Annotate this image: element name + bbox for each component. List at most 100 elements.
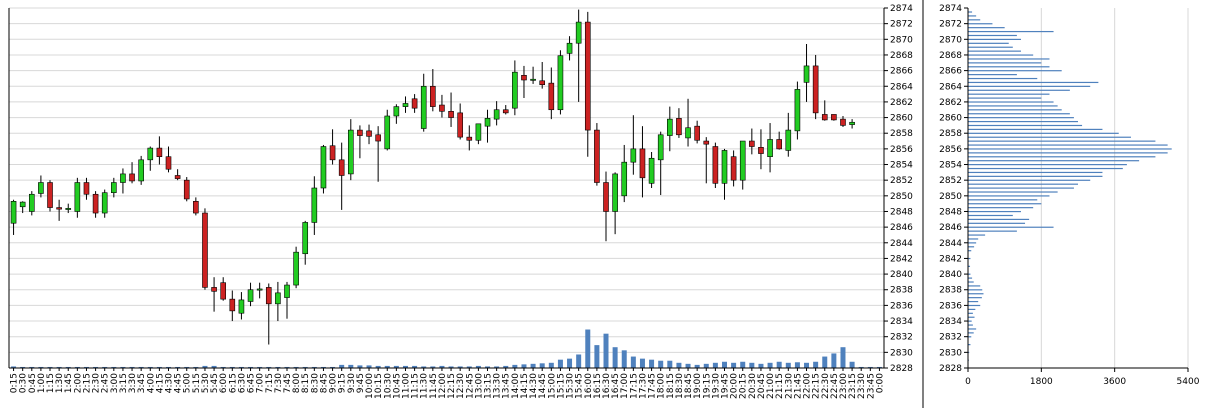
- volume-bar: [804, 362, 810, 368]
- candle-up: [739, 140, 746, 181]
- profile-bar: [968, 320, 972, 322]
- candle-down: [265, 287, 272, 305]
- profile-bar: [968, 332, 974, 334]
- profile-bar: [968, 148, 1172, 150]
- x-tick-label: 1:30: [55, 373, 65, 393]
- profile-bar: [968, 265, 971, 267]
- volume-bar: [11, 366, 17, 368]
- y-tick-label: 2864: [890, 82, 913, 92]
- profile-y-tick-label: 2832: [939, 333, 962, 343]
- volume-bar: [275, 366, 281, 368]
- candle-down: [821, 114, 828, 121]
- profile-bar: [968, 250, 972, 252]
- candle-down: [776, 139, 782, 150]
- candle-up: [493, 109, 500, 120]
- y-tick-label: 2850: [890, 192, 913, 202]
- volume-bar: [102, 366, 108, 368]
- x-tick-label: 16:30: [602, 373, 612, 399]
- candle-down: [594, 129, 600, 183]
- x-tick-label: 15:00: [547, 373, 557, 399]
- volume-bar: [120, 366, 126, 368]
- x-tick-label: 3:45: [137, 373, 147, 393]
- volume-bar: [521, 364, 527, 368]
- volume-bar: [238, 366, 244, 368]
- candle-up: [311, 187, 318, 223]
- x-tick-label: 3:00: [110, 373, 120, 393]
- candle-up: [320, 146, 327, 189]
- profile-y-tick-label: 2866: [939, 67, 962, 77]
- profile-bar: [968, 336, 972, 338]
- volume-bar: [667, 360, 673, 368]
- y-tick-label: 2848: [890, 207, 913, 217]
- candle-down: [366, 130, 372, 137]
- profile-bar: [968, 128, 1103, 131]
- profile-bar: [968, 246, 975, 248]
- volume-bar: [630, 356, 636, 368]
- candle-down: [758, 147, 764, 154]
- x-tick-label: 20:00: [730, 373, 740, 399]
- candle-up: [767, 139, 773, 157]
- profile-bar: [968, 183, 1078, 185]
- profile-volume-axis: 0 1800 3600 5400: [965, 368, 1200, 387]
- y-tick-label: 2860: [890, 114, 913, 124]
- profile-bar: [968, 234, 986, 236]
- x-tick-label: 18:30: [675, 373, 685, 399]
- profile-bar: [968, 81, 1099, 84]
- volume-bar: [311, 366, 317, 368]
- x-tick-label: 0:45: [28, 373, 38, 393]
- candle-up: [275, 292, 281, 305]
- candle-down: [202, 212, 208, 288]
- volume-bar: [248, 366, 254, 368]
- x-tick-label: 20:45: [757, 373, 767, 399]
- x-tick-label: 15:30: [566, 373, 576, 399]
- x-tick-label: 22:15: [812, 373, 822, 399]
- profile-y-tick-label: 2864: [939, 82, 962, 92]
- volume-bar: [202, 365, 208, 368]
- candle-up: [794, 89, 801, 132]
- profile-y-tick-label: 2846: [939, 223, 962, 233]
- volume-bar: [539, 363, 545, 368]
- candle-down: [329, 145, 336, 161]
- candle-up: [284, 284, 290, 298]
- volume-bar: [38, 366, 44, 368]
- volume-bar: [74, 366, 80, 368]
- y-tick-label: 2858: [890, 129, 913, 139]
- volume-bar: [721, 361, 727, 368]
- candle-up: [238, 299, 245, 314]
- profile-bar: [968, 324, 973, 326]
- profile-bar: [968, 207, 1034, 209]
- candle-up: [293, 251, 299, 286]
- profile-bar: [968, 187, 1074, 189]
- candle-down: [156, 147, 163, 157]
- candle-up: [302, 222, 309, 255]
- profile-y-tick-label: 2870: [939, 35, 962, 45]
- x-tick-label: 12:00: [438, 373, 448, 399]
- y-tick-label: 2856: [890, 145, 913, 155]
- volume-bar: [412, 365, 418, 368]
- x-tick-label: 17:45: [648, 373, 658, 399]
- x-tick-label: 1:45: [64, 373, 74, 393]
- profile-y-tick-label: 2834: [939, 317, 962, 327]
- profile-bar: [968, 15, 977, 17]
- candle-down: [502, 109, 509, 114]
- volume-bar: [430, 366, 436, 368]
- volume-bar: [731, 362, 737, 368]
- volume-bar: [685, 363, 691, 368]
- profile-y-tick-label: 2848: [939, 207, 962, 217]
- x-tick-label: 10:45: [392, 373, 402, 399]
- profile-y-tick-label: 2858: [939, 129, 962, 139]
- volume-bar: [284, 366, 290, 368]
- candle-up: [530, 78, 536, 81]
- profile-bar: [968, 30, 1054, 33]
- y-tick-label: 2838: [890, 286, 913, 296]
- candle-up: [74, 182, 81, 212]
- profile-bar: [968, 308, 976, 311]
- candle-up: [475, 123, 482, 141]
- candle-up: [849, 121, 855, 125]
- y-tick-label: 2842: [890, 254, 913, 264]
- candles: [10, 9, 855, 345]
- profile-bar: [968, 242, 977, 244]
- profile-bar: [968, 199, 1038, 201]
- x-tick-label: 19:00: [693, 373, 703, 399]
